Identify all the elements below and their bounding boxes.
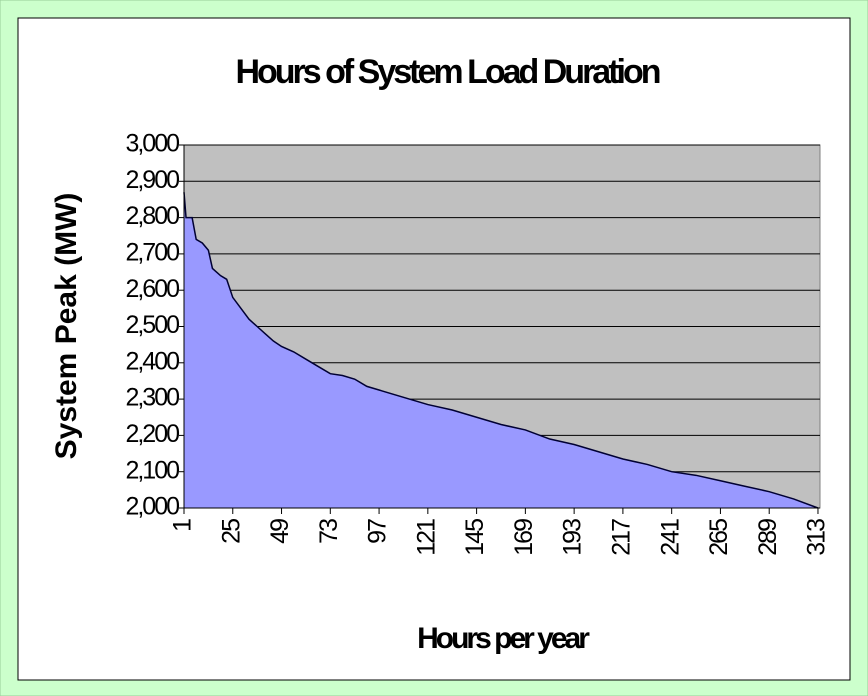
area (184, 192, 818, 508)
x-tick-label: 121 (412, 519, 440, 556)
x-tick-label: 25 (217, 519, 245, 544)
chart-title: Hours of System Load Duration (235, 53, 659, 91)
x-tick-label: 193 (559, 519, 587, 556)
y-tick-label: 2,100 (125, 456, 179, 484)
y-axis-label: System Peak (MW) (50, 193, 83, 460)
x-tick-label: 49 (266, 519, 294, 544)
y-tick-label: 2,000 (125, 493, 179, 521)
y-tick-label: 2,600 (125, 275, 179, 303)
y-tick-label: 2,900 (125, 166, 179, 194)
x-tick-label: 1 (169, 519, 197, 532)
y-tick-label: 2,800 (125, 202, 179, 230)
x-axis-label: Hours per year (417, 622, 590, 655)
x-tick-label: 73 (315, 519, 343, 544)
y-tick-label: 2,300 (125, 384, 179, 412)
y-tick-label: 2,200 (125, 420, 179, 448)
x-tick-label: 241 (656, 519, 684, 556)
x-tick-label: 217 (608, 519, 636, 556)
x-tick-label: 265 (705, 519, 733, 556)
x-tick-label: 97 (364, 519, 392, 544)
y-tick-label: 2,500 (125, 311, 179, 339)
x-tick-label: 289 (754, 519, 782, 556)
y-tick-label: 2,700 (125, 239, 179, 267)
x-tick-label: 169 (510, 519, 538, 556)
x-tick-label: 313 (803, 519, 831, 556)
area-outline (183, 192, 819, 509)
y-tick-label: 3,000 (125, 130, 179, 158)
x-tick-label: 145 (461, 519, 489, 556)
y-tick-label: 2,400 (125, 347, 179, 375)
